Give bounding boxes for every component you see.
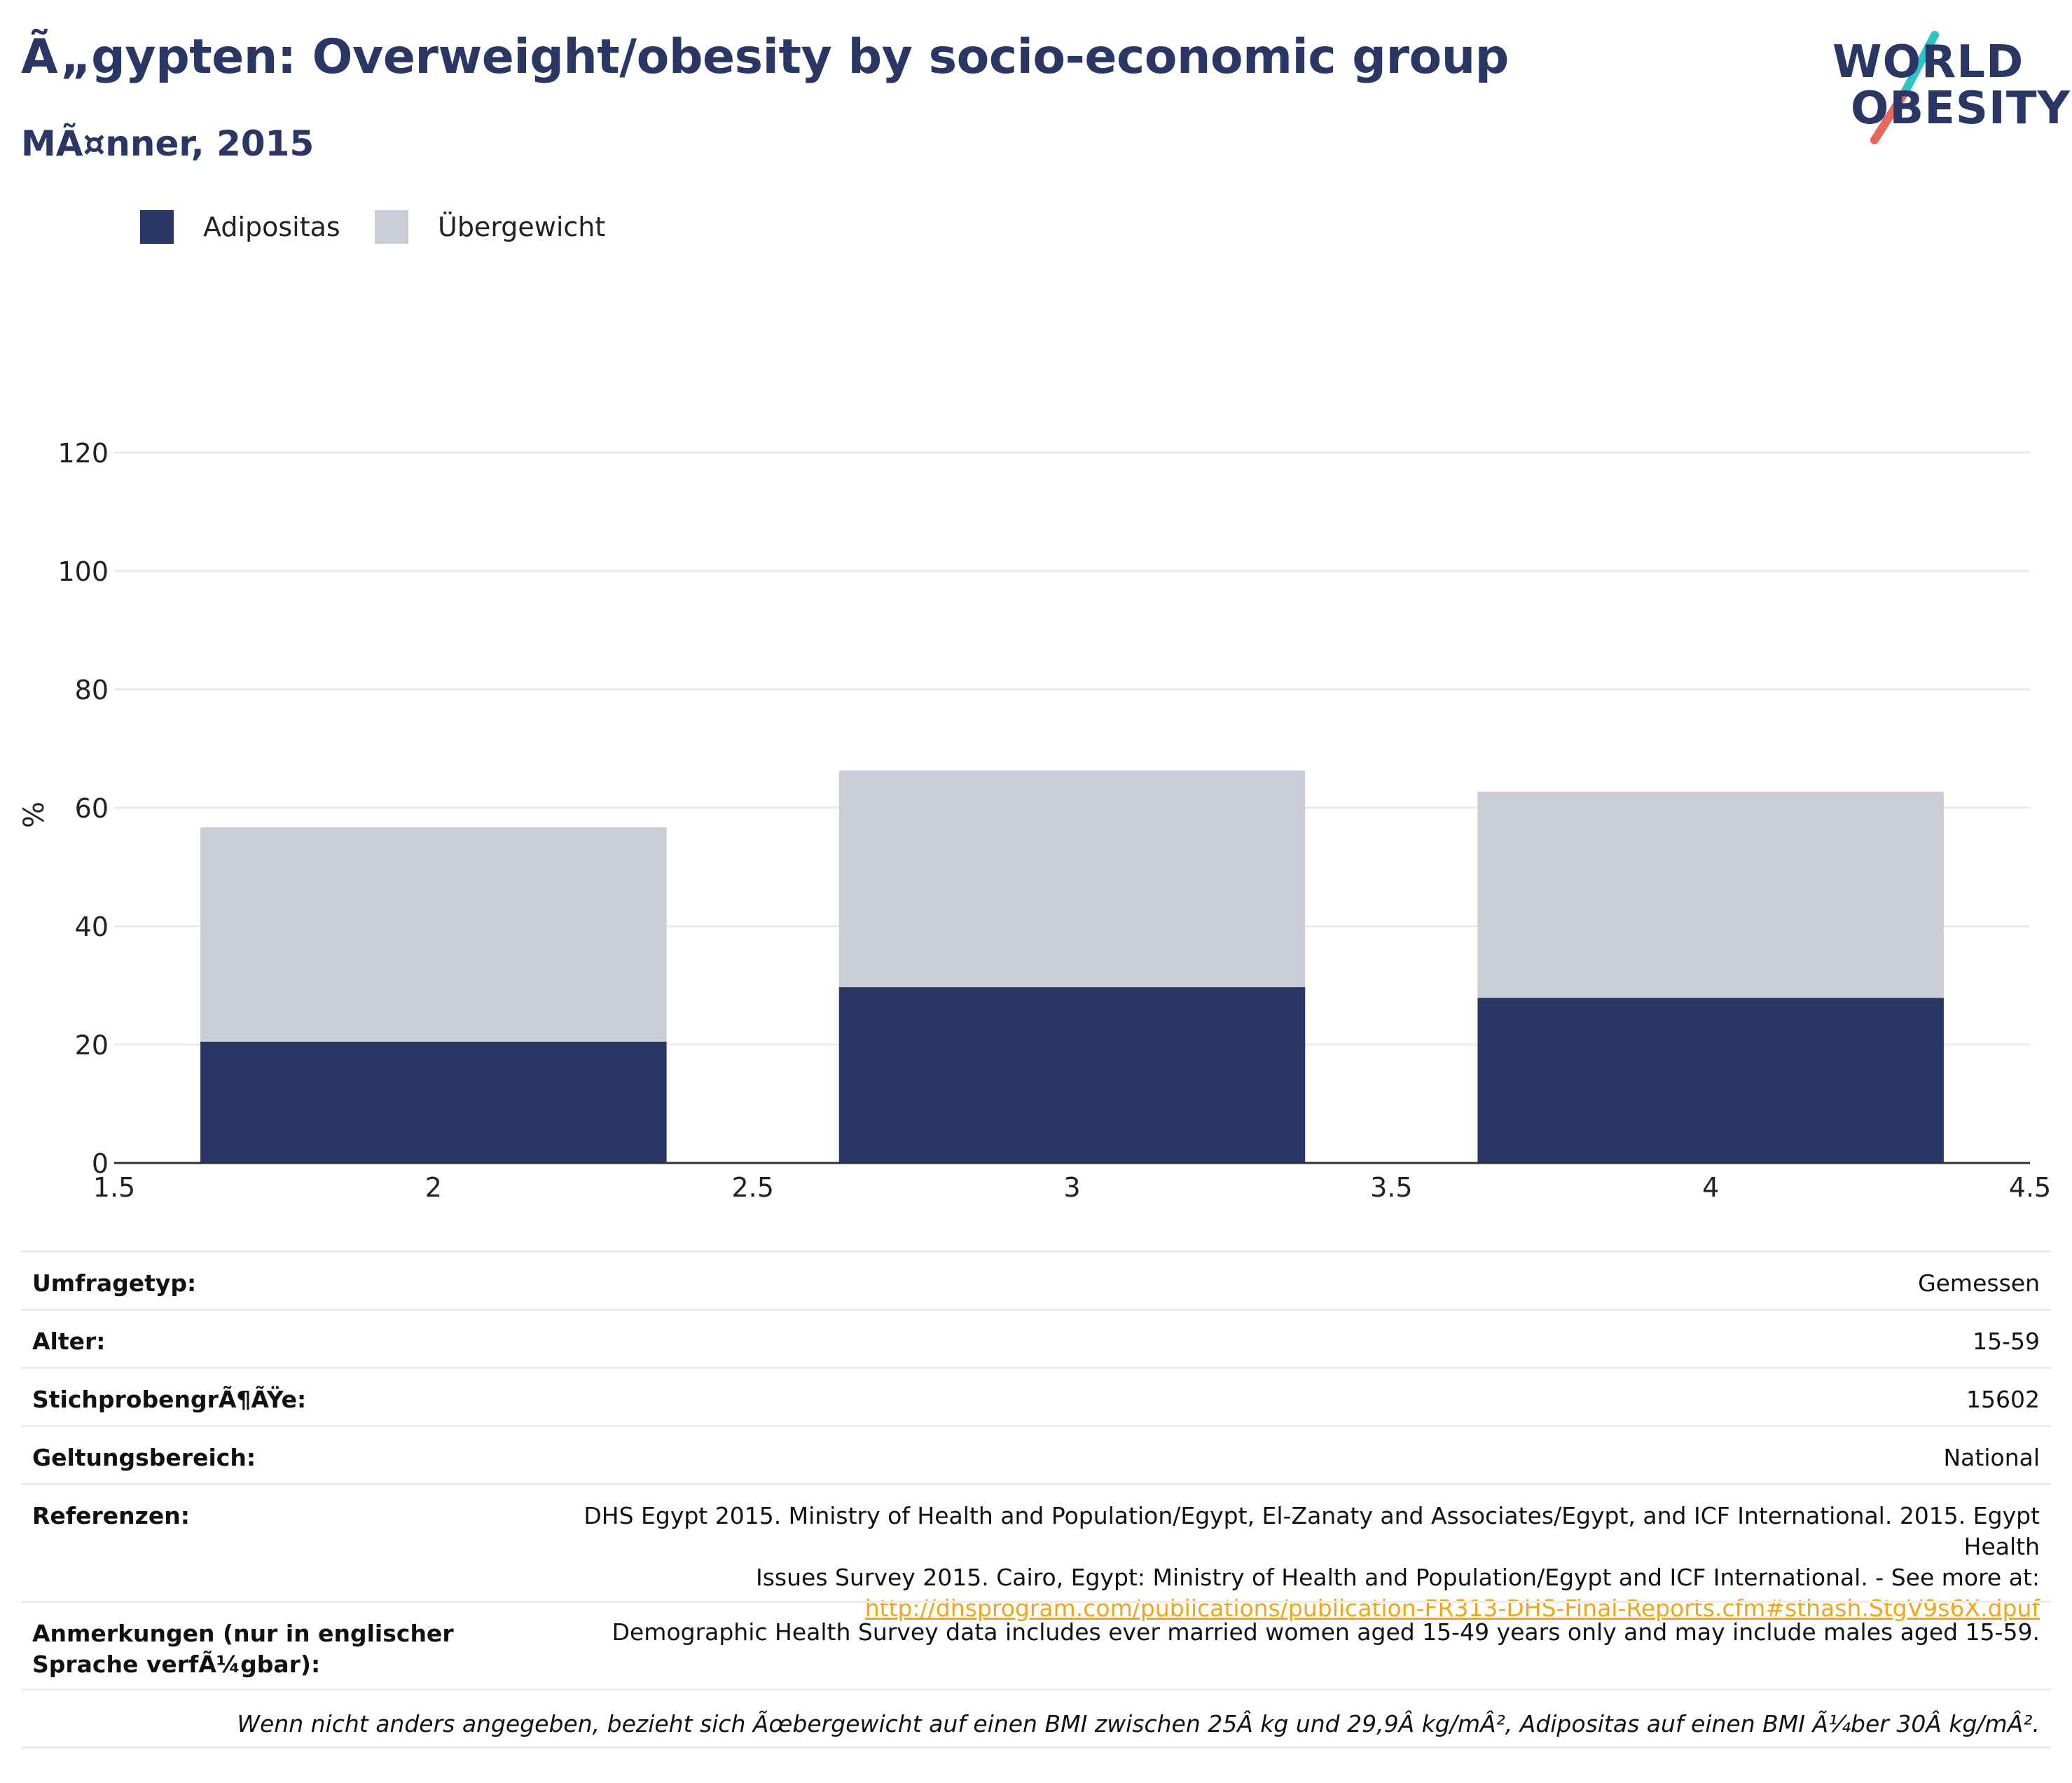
bar-obesity — [1477, 998, 1944, 1163]
bar-obesity — [200, 1041, 667, 1163]
y-tick-label: 0 — [92, 1148, 109, 1179]
footnote-text: Wenn nicht anders angegeben, bezieht sic… — [237, 1710, 2040, 1737]
stacked-bar-chart: 0 20 40 60 80 100 120 1.5 2 2.5 3 3.5 4 4.5% — [18, 438, 2051, 1203]
info-label: StichprobengrÃ¶ÃŸe: — [32, 1386, 307, 1413]
chart-title: Ã„gypten: Overweight/obesity by socio-ec… — [21, 29, 1509, 85]
info-label: Umfragetyp: — [32, 1269, 197, 1297]
y-tick-label: 80 — [75, 675, 109, 705]
info-value: National — [1943, 1444, 2040, 1471]
info-row-survey-type: Umfragetyp: Gemessen — [21, 1251, 2051, 1309]
x-tick-label: 3.5 — [1370, 1172, 1412, 1203]
info-label: Referenzen: — [32, 1502, 190, 1529]
chart-subtitle: MÃ¤nner, 2015 — [21, 123, 315, 164]
references-line-1: DHS Egypt 2015. Ministry of Health and P… — [583, 1502, 2040, 1560]
logo-text-world: WORLD — [1832, 36, 2024, 88]
info-label: Geltungsbereich: — [32, 1444, 256, 1471]
y-tick-label: 40 — [75, 911, 109, 942]
info-value: 15602 — [1966, 1386, 2040, 1413]
bar-overweight — [1477, 792, 1944, 998]
x-tick-label: 4 — [1702, 1172, 1719, 1203]
logo-text-obesity: OBESITY — [1851, 83, 2071, 135]
x-tick-label: 4.5 — [2009, 1172, 2051, 1203]
legend-label-obesity: Adipositas — [203, 212, 340, 242]
info-row-age: Alter: 15-59 — [21, 1309, 2051, 1367]
info-row-notes: Anmerkungen (nur in englischer Sprache v… — [21, 1601, 2051, 1688]
notes-text: Demographic Health Survey data includes … — [612, 1618, 2040, 1646]
info-table: Umfragetyp: Gemessen Alter: 15-59 Stichp… — [21, 1251, 2051, 1749]
info-row-references: Referenzen: DHS Egypt 2015. Ministry of … — [21, 1483, 2051, 1622]
references-text: DHS Egypt 2015. Ministry of Health and P… — [513, 1485, 2051, 1624]
bar-obesity — [838, 987, 1306, 1163]
info-row-footnote: Wenn nicht anders angegeben, bezieht sic… — [21, 1688, 2051, 1749]
references-link[interactable]: http://dhsprogram.com/publications/publi… — [864, 1595, 2040, 1622]
info-row-coverage: Geltungsbereich: National — [21, 1425, 2051, 1483]
legend-swatch-obesity — [140, 210, 174, 244]
y-axis-label: % — [18, 801, 50, 828]
world-obesity-logo: WORLD OBESITY — [1821, 21, 2070, 147]
legend-swatch-overweight — [375, 210, 408, 244]
info-label: Alter: — [32, 1328, 106, 1355]
y-tick-label: 120 — [57, 438, 109, 469]
references-line-2: Issues Survey 2015. Cairo, Egypt: Minist… — [756, 1564, 2040, 1591]
info-row-sample-size: StichprobengrÃ¶ÃŸe: 15602 — [21, 1367, 2051, 1425]
bar-overweight — [200, 827, 667, 1042]
bar-overweight — [838, 770, 1306, 988]
y-tick-label: 100 — [57, 556, 109, 587]
x-tick-label: 1.5 — [93, 1172, 135, 1203]
legend-label-overweight: Übergewicht — [438, 212, 606, 242]
x-tick-label: 3 — [1063, 1172, 1080, 1203]
logo-slash-icon — [1870, 31, 1939, 144]
x-tick-label: 2.5 — [731, 1172, 773, 1203]
x-tick-label: 2 — [425, 1172, 442, 1203]
y-tick-label: 60 — [75, 793, 109, 824]
info-value: Gemessen — [1918, 1269, 2040, 1297]
info-label: Anmerkungen (nur in englischer Sprache v… — [32, 1620, 454, 1678]
y-tick-label: 20 — [75, 1030, 109, 1061]
info-value: 15-59 — [1973, 1328, 2040, 1355]
